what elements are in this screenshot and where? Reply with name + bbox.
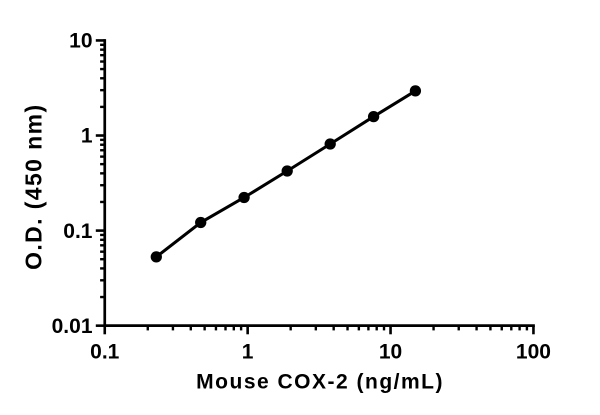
svg-text:0.1: 0.1 (90, 340, 120, 363)
svg-text:10: 10 (69, 30, 92, 53)
svg-text:1: 1 (81, 125, 93, 148)
svg-text:0.1: 0.1 (63, 220, 93, 243)
svg-text:Mouse COX-2 (ng/mL): Mouse COX-2 (ng/mL) (196, 371, 444, 394)
svg-text:100: 100 (516, 340, 551, 363)
svg-text:O.D. (450 nm): O.D. (450 nm) (20, 103, 46, 269)
svg-text:10: 10 (379, 340, 402, 363)
svg-text:1: 1 (242, 340, 254, 363)
svg-text:0.01: 0.01 (52, 315, 93, 338)
